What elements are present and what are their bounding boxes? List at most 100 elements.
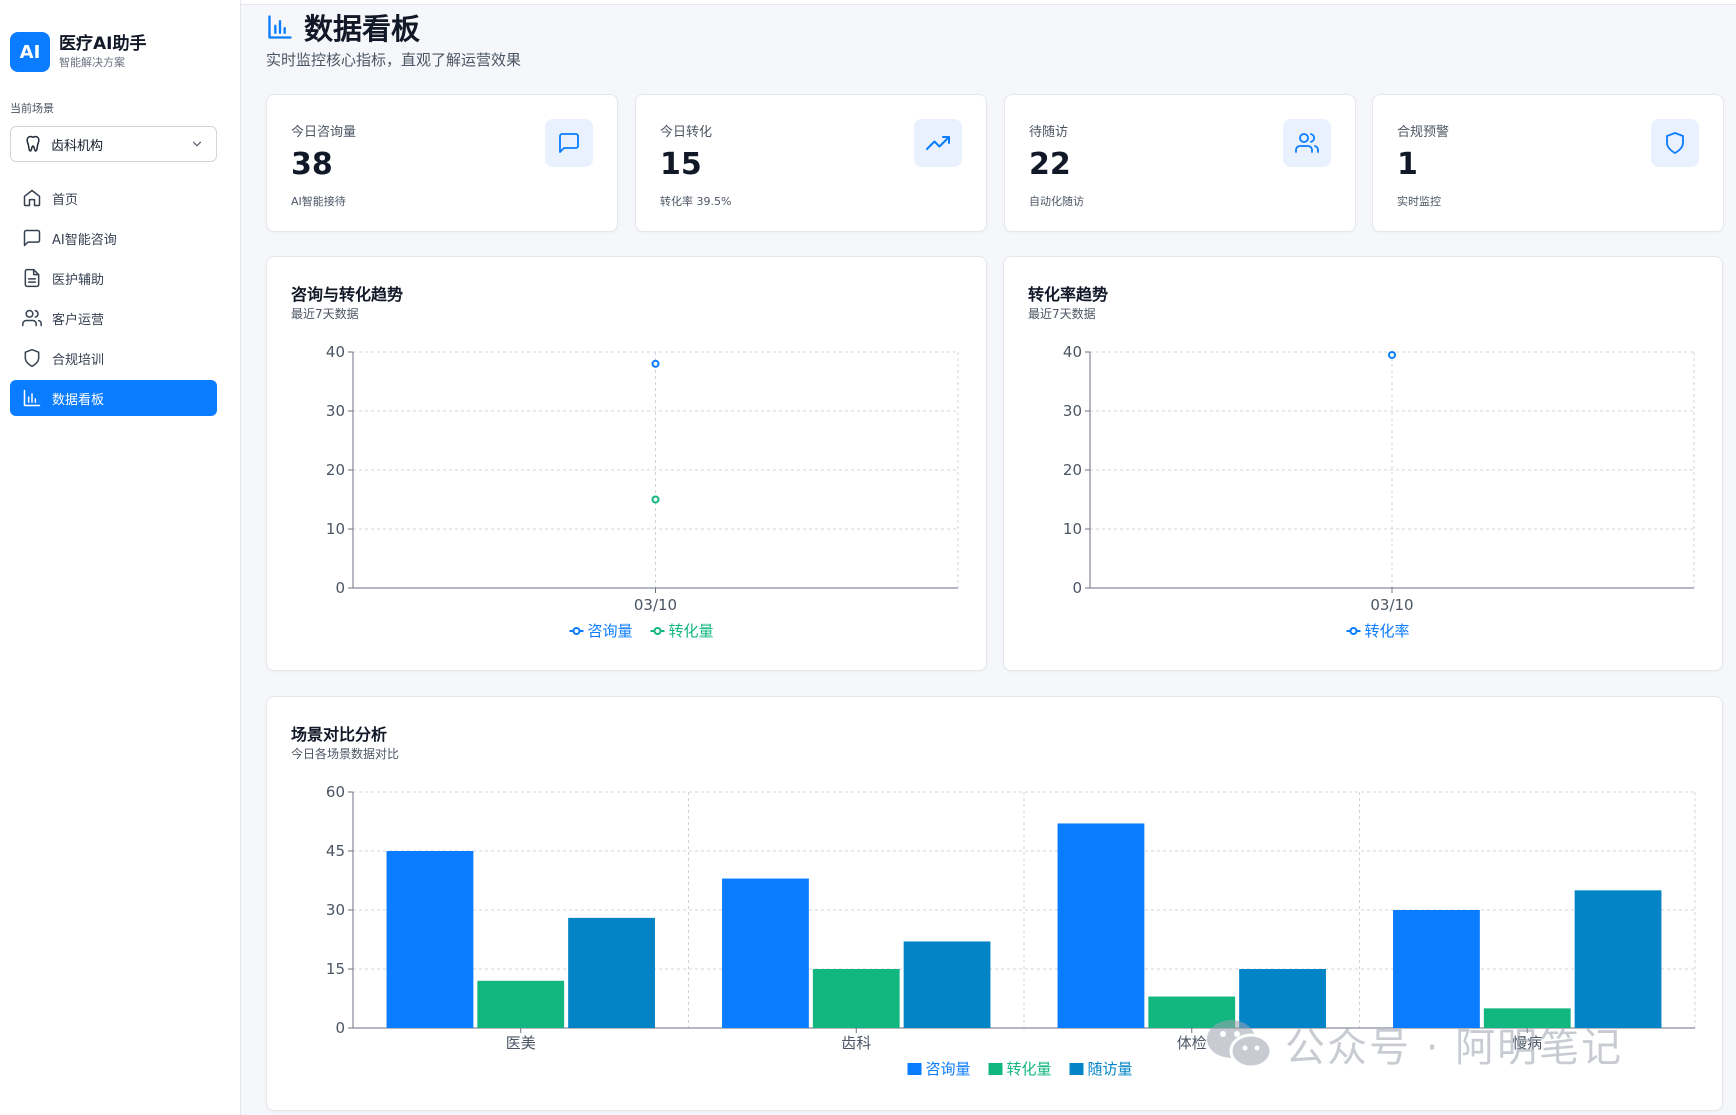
legend-label: 咨询量 (926, 1060, 971, 1078)
sidebar-item-label: AI智能咨询 (52, 232, 117, 248)
watermark: 公众号 · 阿明笔记 (1205, 1015, 1623, 1073)
legend-dot-marker (572, 627, 581, 635)
chart-subtitle: 最近7天数据 (1028, 307, 1096, 321)
page-title-text: 数据看板 (304, 12, 421, 46)
trend-chart-card: 咨询与转化趋势 最近7天数据 0 10 20 30 40 03/10 咨询量 转化量 (266, 256, 987, 671)
bar (1057, 823, 1145, 1028)
brand-subtitle: 智能解决方案 (59, 56, 125, 69)
sidebar-item-dashboard[interactable]: 数据看板 (10, 380, 217, 416)
users-icon (1283, 119, 1331, 167)
stat-sub: 自动化随访 (1029, 195, 1084, 208)
legend-label: 转化率 (1365, 622, 1410, 640)
page-subtitle: 实时监控核心指标，直观了解运营效果 (266, 51, 522, 69)
scene-label: 当前场景 (10, 102, 54, 115)
bar (568, 917, 655, 1028)
message-icon (545, 119, 593, 167)
y-tick-label: 20 (326, 461, 345, 479)
y-tick-label: 30 (1063, 402, 1082, 420)
stat-value: 15 (660, 147, 702, 182)
stat-card-followups: 待随访 22 自动化随访 (1004, 94, 1356, 232)
sidebar-item-label: 合规培训 (52, 352, 105, 368)
bar-chart-icon (22, 388, 42, 408)
y-tick-label: 10 (1063, 520, 1082, 538)
y-tick-label: 40 (1063, 343, 1082, 361)
top-bar (241, 0, 1736, 5)
x-tick-label: 03/10 (1370, 596, 1413, 614)
scene-select-value: 齿科机构 (51, 138, 104, 154)
shield-icon (22, 348, 42, 368)
sidebar-item-label: 客户运营 (52, 312, 105, 328)
stat-card-compliance: 合规预警 1 实时监控 (1372, 94, 1724, 232)
y-tick-label: 60 (326, 783, 345, 801)
brand-logo: AI (10, 32, 50, 72)
legend-swatch (1069, 1063, 1084, 1075)
y-tick-label: 0 (1072, 579, 1082, 597)
stat-sub: 转化率 39.5% (660, 195, 732, 208)
legend-label: 随访量 (1088, 1060, 1133, 1078)
bar (1393, 910, 1480, 1028)
stat-label: 合规预警 (1397, 125, 1450, 140)
chart-subtitle: 今日各场景数据对比 (291, 747, 400, 761)
legend-label: 转化量 (1007, 1060, 1052, 1078)
sidebar-item-label: 首页 (52, 192, 79, 208)
y-tick-label: 0 (335, 579, 345, 597)
stat-sub: AI智能接待 (291, 195, 346, 208)
chart-subtitle: 最近7天数据 (291, 307, 359, 321)
sidebar: AI 医疗AI助手 智能解决方案 当前场景 齿科机构 首页 AI智能咨询 医护辅… (0, 0, 241, 1115)
stat-label: 今日咨询量 (291, 125, 357, 140)
home-icon (22, 188, 42, 208)
y-tick-label: 45 (326, 842, 345, 860)
document-icon (22, 268, 42, 288)
bar (1239, 969, 1326, 1028)
data-point (1388, 350, 1396, 359)
y-tick-label: 30 (326, 402, 345, 420)
y-tick-label: 10 (326, 520, 345, 538)
x-tick-label: 慢病 (1512, 1034, 1542, 1052)
legend-label: 咨询量 (588, 622, 633, 640)
y-tick-label: 20 (1063, 461, 1082, 479)
page-title: 数据看板 (266, 6, 420, 48)
rate-line-chart: 0 10 20 30 40 03/10 转化率 (1063, 343, 1695, 640)
bar (903, 941, 991, 1028)
y-tick-label: 30 (326, 901, 345, 919)
data-point (651, 359, 660, 368)
sidebar-item-label: 数据看板 (52, 392, 105, 408)
y-tick-label: 15 (326, 960, 345, 978)
y-tick-label: 40 (326, 343, 345, 361)
brand-title: 医疗AI助手 (59, 34, 147, 54)
users-icon (22, 308, 42, 328)
bar (477, 980, 565, 1028)
sidebar-item-customer-ops[interactable]: 客户运营 (10, 300, 217, 336)
stat-value: 22 (1029, 147, 1071, 182)
y-tick-label: 0 (335, 1019, 345, 1037)
bar (386, 851, 474, 1028)
shield-icon (1651, 119, 1699, 167)
trending-up-icon (914, 119, 962, 167)
tooth-icon (23, 134, 43, 154)
stat-label: 今日转化 (660, 125, 713, 140)
sidebar-item-home[interactable]: 首页 (10, 180, 217, 216)
scene-select[interactable]: 齿科机构 (10, 126, 217, 162)
stat-card-conversions: 今日转化 15 转化率 39.5% (635, 94, 987, 232)
brand: AI 医疗AI助手 智能解决方案 (10, 32, 146, 72)
legend-swatch (988, 1063, 1003, 1075)
data-point (651, 495, 660, 504)
x-tick-label: 03/10 (634, 596, 677, 614)
sidebar-nav: 首页 AI智能咨询 医护辅助 客户运营 合规培训 数据看板 (10, 180, 217, 420)
message-icon (22, 228, 42, 248)
x-tick-label: 齿科 (841, 1034, 871, 1052)
sidebar-item-compliance[interactable]: 合规培训 (10, 340, 217, 376)
legend-dot-marker (1349, 627, 1358, 635)
sidebar-item-ai-consult[interactable]: AI智能咨询 (10, 220, 217, 256)
x-tick-label: 医美 (506, 1034, 536, 1052)
bar (1574, 890, 1662, 1028)
sidebar-item-label: 医护辅助 (52, 272, 105, 288)
stat-card-consults: 今日咨询量 38 AI智能接待 (266, 94, 618, 232)
chart-title: 咨询与转化趋势 (291, 285, 404, 304)
chart-title: 转化率趋势 (1028, 285, 1109, 304)
legend-dot-marker (653, 627, 662, 635)
legend-label: 转化量 (669, 622, 714, 640)
stat-label: 待随访 (1029, 125, 1069, 140)
sidebar-item-medical-assist[interactable]: 医护辅助 (10, 260, 217, 296)
